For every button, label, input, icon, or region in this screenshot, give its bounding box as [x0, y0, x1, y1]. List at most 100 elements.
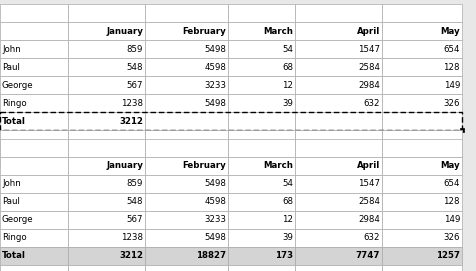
Bar — [68, 247, 145, 265]
Text: January: January — [106, 162, 143, 170]
Bar — [294, 94, 381, 112]
Bar — [294, 139, 381, 157]
Bar — [381, 148, 461, 166]
Bar — [228, 193, 294, 211]
Text: Ringo: Ringo — [2, 234, 27, 243]
Bar — [145, 247, 228, 265]
Bar — [0, 40, 68, 58]
Text: 5498: 5498 — [204, 179, 226, 189]
Bar — [381, 112, 461, 130]
Text: 3233: 3233 — [204, 80, 226, 89]
Bar — [0, 148, 68, 166]
Bar — [381, 22, 461, 40]
Bar — [68, 211, 145, 229]
Bar — [294, 4, 381, 22]
Bar — [294, 211, 381, 229]
Bar — [381, 157, 461, 175]
Text: 1547: 1547 — [357, 179, 379, 189]
Bar — [68, 40, 145, 58]
Bar — [228, 247, 294, 265]
Bar — [145, 211, 228, 229]
Text: 173: 173 — [274, 251, 292, 260]
Bar — [145, 130, 228, 148]
Bar — [228, 157, 294, 175]
Bar — [145, 157, 228, 175]
Bar — [145, 193, 228, 211]
Text: March: March — [263, 162, 292, 170]
Text: 632: 632 — [363, 98, 379, 108]
Text: George: George — [2, 215, 33, 224]
Bar — [294, 58, 381, 76]
Text: February: February — [182, 27, 226, 36]
Text: 39: 39 — [281, 98, 292, 108]
Text: April: April — [356, 162, 379, 170]
Bar — [145, 76, 228, 94]
Bar — [381, 94, 461, 112]
Bar — [381, 247, 461, 265]
Bar — [145, 139, 228, 157]
Bar — [294, 76, 381, 94]
Bar — [68, 130, 145, 148]
Text: 18827: 18827 — [196, 251, 226, 260]
Text: Ringo: Ringo — [2, 98, 27, 108]
Bar — [68, 94, 145, 112]
Text: 2984: 2984 — [357, 215, 379, 224]
Text: January: January — [106, 27, 143, 36]
Text: Paul: Paul — [2, 198, 20, 207]
Bar — [294, 130, 381, 148]
Bar — [381, 229, 461, 247]
Bar — [228, 175, 294, 193]
Text: May: May — [439, 27, 459, 36]
Bar — [381, 175, 461, 193]
Bar — [0, 130, 68, 148]
Bar — [145, 112, 228, 130]
Text: 3233: 3233 — [204, 215, 226, 224]
Bar — [228, 229, 294, 247]
Text: 7747: 7747 — [355, 251, 379, 260]
Text: 859: 859 — [126, 179, 143, 189]
Text: 149: 149 — [443, 80, 459, 89]
Bar — [0, 112, 68, 130]
Text: March: March — [263, 27, 292, 36]
Bar — [228, 130, 294, 148]
Text: 326: 326 — [443, 234, 459, 243]
Bar — [228, 4, 294, 22]
Text: 12: 12 — [281, 80, 292, 89]
Bar — [294, 40, 381, 58]
Text: Total: Total — [2, 117, 26, 125]
Bar — [381, 58, 461, 76]
Bar — [294, 22, 381, 40]
Text: 54: 54 — [281, 44, 292, 53]
Text: 2584: 2584 — [357, 63, 379, 72]
Text: 128: 128 — [443, 198, 459, 207]
Text: 859: 859 — [126, 44, 143, 53]
Text: April: April — [356, 27, 379, 36]
Text: 3212: 3212 — [119, 117, 143, 125]
Bar — [0, 157, 68, 175]
Text: 149: 149 — [443, 215, 459, 224]
Text: 548: 548 — [126, 63, 143, 72]
Bar — [228, 139, 294, 157]
Bar — [0, 58, 68, 76]
Text: 654: 654 — [443, 179, 459, 189]
Text: May: May — [439, 162, 459, 170]
Bar — [228, 211, 294, 229]
Text: 5498: 5498 — [204, 98, 226, 108]
Text: 654: 654 — [443, 44, 459, 53]
Bar — [294, 229, 381, 247]
Text: 632: 632 — [363, 234, 379, 243]
Text: 39: 39 — [281, 234, 292, 243]
Bar — [381, 76, 461, 94]
Text: Total: Total — [2, 251, 26, 260]
Bar — [145, 265, 228, 271]
Bar — [145, 40, 228, 58]
Text: 5498: 5498 — [204, 44, 226, 53]
Bar — [68, 22, 145, 40]
Text: 68: 68 — [281, 63, 292, 72]
Text: 1547: 1547 — [357, 44, 379, 53]
Bar — [228, 76, 294, 94]
Bar — [0, 175, 68, 193]
Bar — [381, 40, 461, 58]
Bar — [228, 148, 294, 166]
Bar — [228, 112, 294, 130]
